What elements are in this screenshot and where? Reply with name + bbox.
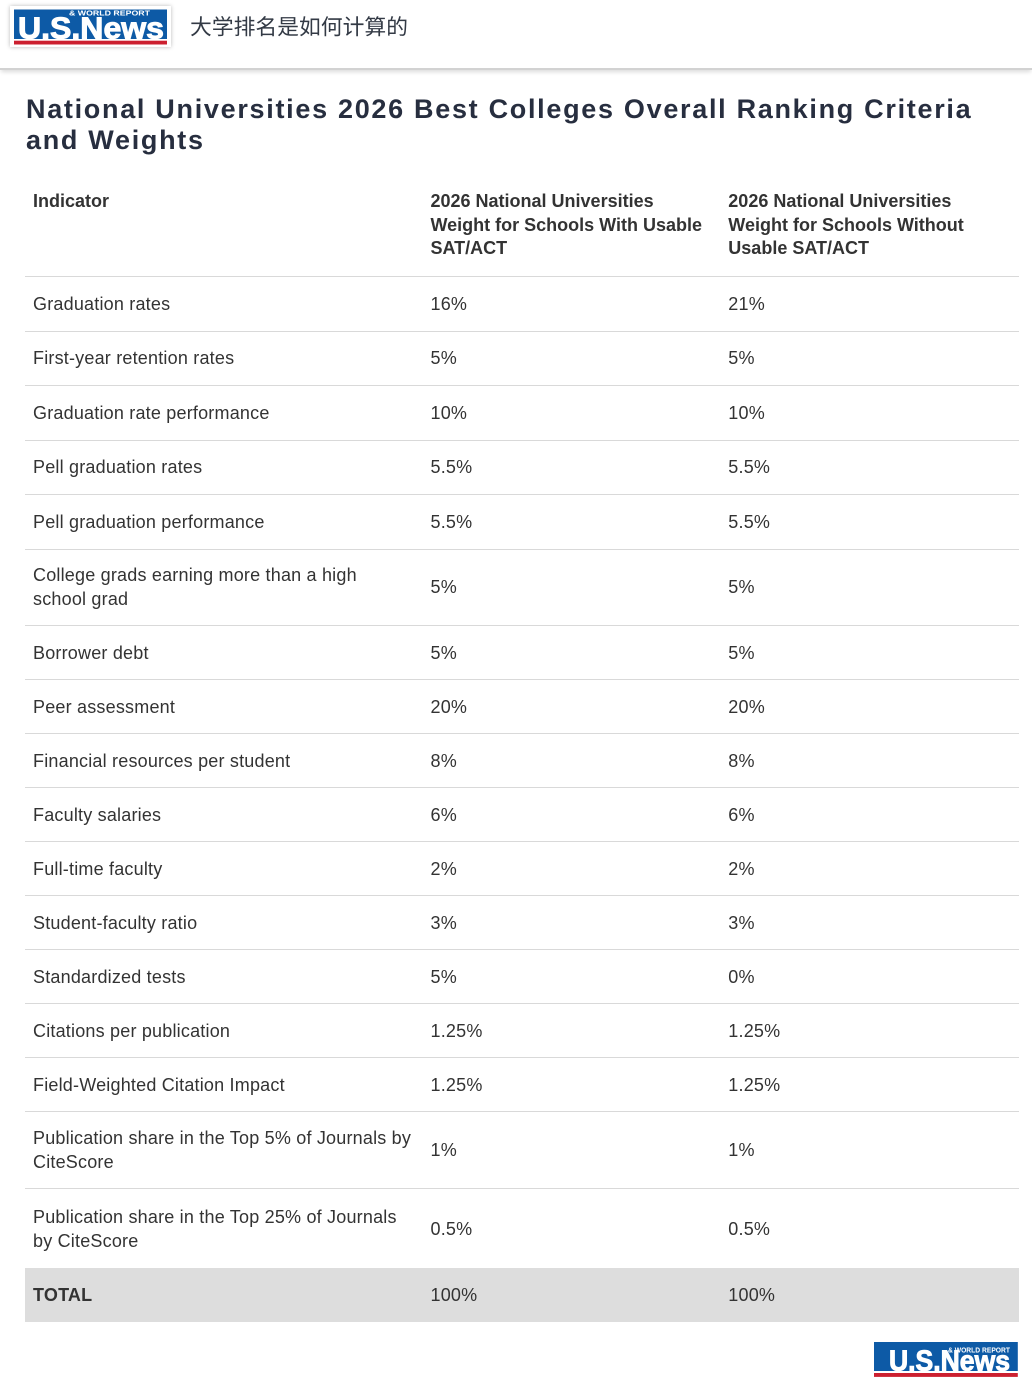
svg-text:U.S.News: U.S.News: [18, 11, 164, 46]
svg-text:& WORLD REPORT: & WORLD REPORT: [948, 1346, 1011, 1355]
svg-text:U.S.News: U.S.News: [889, 1346, 1010, 1377]
svg-text:& WORLD REPORT: & WORLD REPORT: [69, 9, 150, 18]
